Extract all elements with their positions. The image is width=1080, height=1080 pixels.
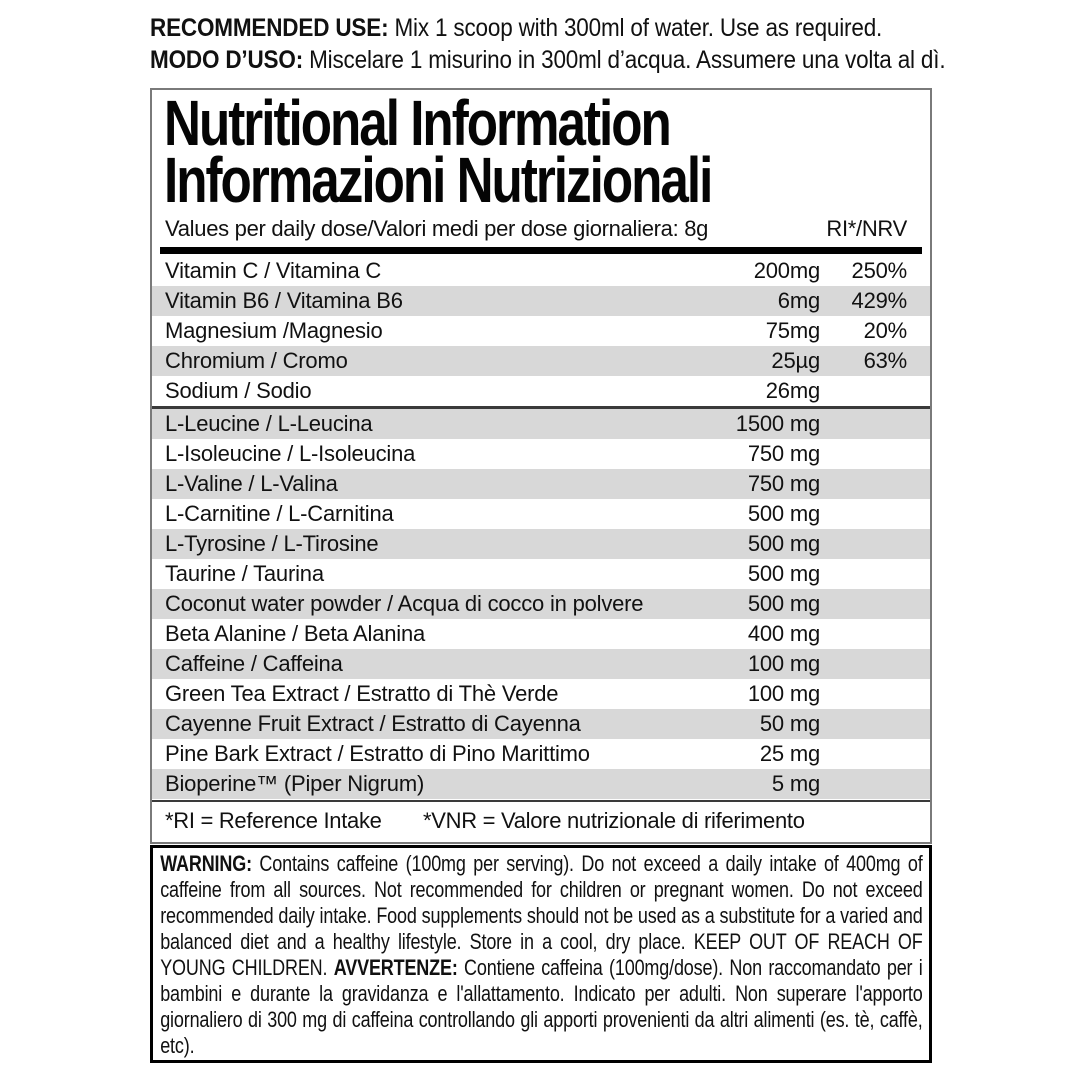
table-row: Green Tea Extract / Estratto di Thè Verd…: [152, 679, 930, 709]
nutrient-amount: 500 mg: [747, 561, 820, 586]
table-row: Chromium / Cromo 25µg 63%: [152, 346, 930, 376]
nutrient-name: Vitamin C / Vitamina C: [165, 258, 382, 283]
nutrient-name: Sodium / Sodio: [165, 378, 312, 403]
table-row: Coconut water powder / Acqua di cocco in…: [152, 589, 930, 619]
warning-text-it: Contiene caffeina (100mg/dose). Non racc…: [160, 955, 923, 1058]
nutrient-amount: 200mg: [753, 258, 820, 283]
nutrient-name: L-Tyrosine / L-Tirosine: [165, 531, 379, 556]
nutrient-name: Chromium / Cromo: [165, 348, 348, 373]
header-rule: [160, 247, 922, 254]
nutrient-name: L-Isoleucine / L-Isoleucina: [165, 441, 416, 466]
nutrient-ri: 63%: [863, 348, 908, 373]
nutrient-name: L-Valine / L-Valina: [165, 471, 338, 496]
footnote-vnr: *VNR = Valore nutrizionale di riferiment…: [423, 808, 805, 833]
serving-info: Values per daily dose/Valori medi per do…: [165, 216, 709, 241]
table-row: Pine Bark Extract / Estratto di Pino Mar…: [152, 739, 930, 769]
nutrient-amount: 25µg: [771, 348, 820, 373]
nutrient-amount: 5 mg: [771, 771, 820, 796]
nutrient-ri: 250%: [851, 258, 908, 283]
nutrient-name: Magnesium /Magnesio: [165, 318, 383, 343]
recommended-use-label: RECOMMENDED USE:: [150, 14, 389, 42]
recommended-use-text: Mix 1 scoop with 300ml of water. Use as …: [388, 14, 883, 42]
ri-nrv-header: RI*/NRV: [826, 216, 907, 241]
nutrient-name: Cayenne Fruit Extract / Estratto di Caye…: [165, 711, 581, 736]
warning-text-en: Contains caffeine (100mg per serving). D…: [160, 851, 923, 980]
nutrient-name: Bioperine™ (Piper Nigrum): [165, 771, 425, 796]
nutrient-name: Pine Bark Extract / Estratto di Pino Mar…: [165, 741, 590, 766]
directions: RECOMMENDED USE: Mix 1 scoop with 300ml …: [150, 12, 1010, 76]
table-row: L-Tyrosine / L-Tirosine 500 mg: [152, 529, 930, 559]
table-row: Bioperine™ (Piper Nigrum) 5 mg: [152, 769, 930, 799]
table-row: Vitamin B6 / Vitamina B6 6mg 429%: [152, 286, 930, 316]
nutrient-name: L-Carnitine / L-Carnitina: [165, 501, 394, 526]
nutrient-amount: 500 mg: [747, 591, 820, 616]
nutrient-name: Vitamin B6 / Vitamina B6: [165, 288, 403, 313]
panel-title-en: Nutritional Information: [164, 87, 672, 159]
nutrient-name: Beta Alanine / Beta Alanina: [165, 621, 426, 646]
warning-label-it: AVVERTENZE:: [333, 955, 458, 980]
panel-subheader: Values per daily dose/Valori medi per do…: [152, 209, 930, 247]
nutrient-name: Green Tea Extract / Estratto di Thè Verd…: [165, 681, 559, 706]
nutrient-name: Caffeine / Caffeina: [165, 651, 343, 676]
section-divider: [152, 406, 930, 409]
panel-title: Nutritional Information Informazioni Nut…: [152, 87, 930, 216]
nutrition-rows: Vitamin C / Vitamina C 200mg 250% Vitami…: [152, 254, 930, 799]
footnote-ri: *RI = Reference Intake: [165, 808, 382, 833]
nutrition-panel: Nutritional Information Informazioni Nut…: [150, 88, 932, 844]
table-row: Magnesium /Magnesio 75mg 20%: [152, 316, 930, 346]
nutrient-amount: 500 mg: [747, 531, 820, 556]
warning-text: WARNING: Contains caffeine (100mg per se…: [153, 848, 929, 1059]
nutrient-ri: 429%: [851, 288, 908, 313]
recommended-use-line: RECOMMENDED USE: Mix 1 scoop with 300ml …: [150, 12, 924, 44]
nutrient-amount: 100 mg: [747, 651, 820, 676]
table-row: L-Valine / L-Valina 750 mg: [152, 469, 930, 499]
nutrient-amount: 400 mg: [747, 621, 820, 646]
warning-label-en: WARNING:: [160, 851, 252, 876]
table-row: L-Carnitine / L-Carnitina 500 mg: [152, 499, 930, 529]
modo-duso-text: Miscelare 1 misurino in 300ml d’acqua. A…: [303, 46, 946, 74]
nutrient-amount: 500 mg: [747, 501, 820, 526]
nutrient-amount: 1500 mg: [735, 411, 820, 436]
nutrient-amount: 75mg: [765, 318, 820, 343]
nutrient-amount: 50 mg: [759, 711, 820, 736]
table-row: Vitamin C / Vitamina C 200mg 250%: [152, 256, 930, 286]
nutrient-amount: 750 mg: [747, 441, 820, 466]
table-row: Sodium / Sodio 26mg: [152, 376, 930, 406]
nutrient-amount: 6mg: [777, 288, 820, 313]
nutrient-ri: 20%: [863, 318, 908, 343]
warning-box: WARNING: Contains caffeine (100mg per se…: [150, 845, 932, 1063]
nutrient-amount: 750 mg: [747, 471, 820, 496]
table-row: L-Leucine / L-Leucina 1500 mg: [152, 409, 930, 439]
footnote-rule: [152, 800, 930, 802]
nutrient-name: Taurine / Taurina: [165, 561, 324, 586]
table-row: Cayenne Fruit Extract / Estratto di Caye…: [152, 709, 930, 739]
modo-duso-line: MODO D’USO: Miscelare 1 misurino in 300m…: [150, 44, 946, 76]
nutrient-name: Coconut water powder / Acqua di cocco in…: [165, 591, 644, 616]
modo-duso-label: MODO D’USO:: [150, 46, 304, 74]
table-row: Beta Alanine / Beta Alanina 400 mg: [152, 619, 930, 649]
nutrient-amount: 26mg: [765, 378, 820, 403]
nutrient-amount: 100 mg: [747, 681, 820, 706]
panel-title-it: Informazioni Nutrizionali: [164, 144, 713, 216]
footnote: *RI = Reference Intake *VNR = Valore nut…: [152, 802, 930, 842]
nutrient-name: L-Leucine / L-Leucina: [165, 411, 373, 436]
table-row: L-Isoleucine / L-Isoleucina 750 mg: [152, 439, 930, 469]
nutrient-amount: 25 mg: [759, 741, 820, 766]
table-row: Caffeine / Caffeina 100 mg: [152, 649, 930, 679]
table-row: Taurine / Taurina 500 mg: [152, 559, 930, 589]
